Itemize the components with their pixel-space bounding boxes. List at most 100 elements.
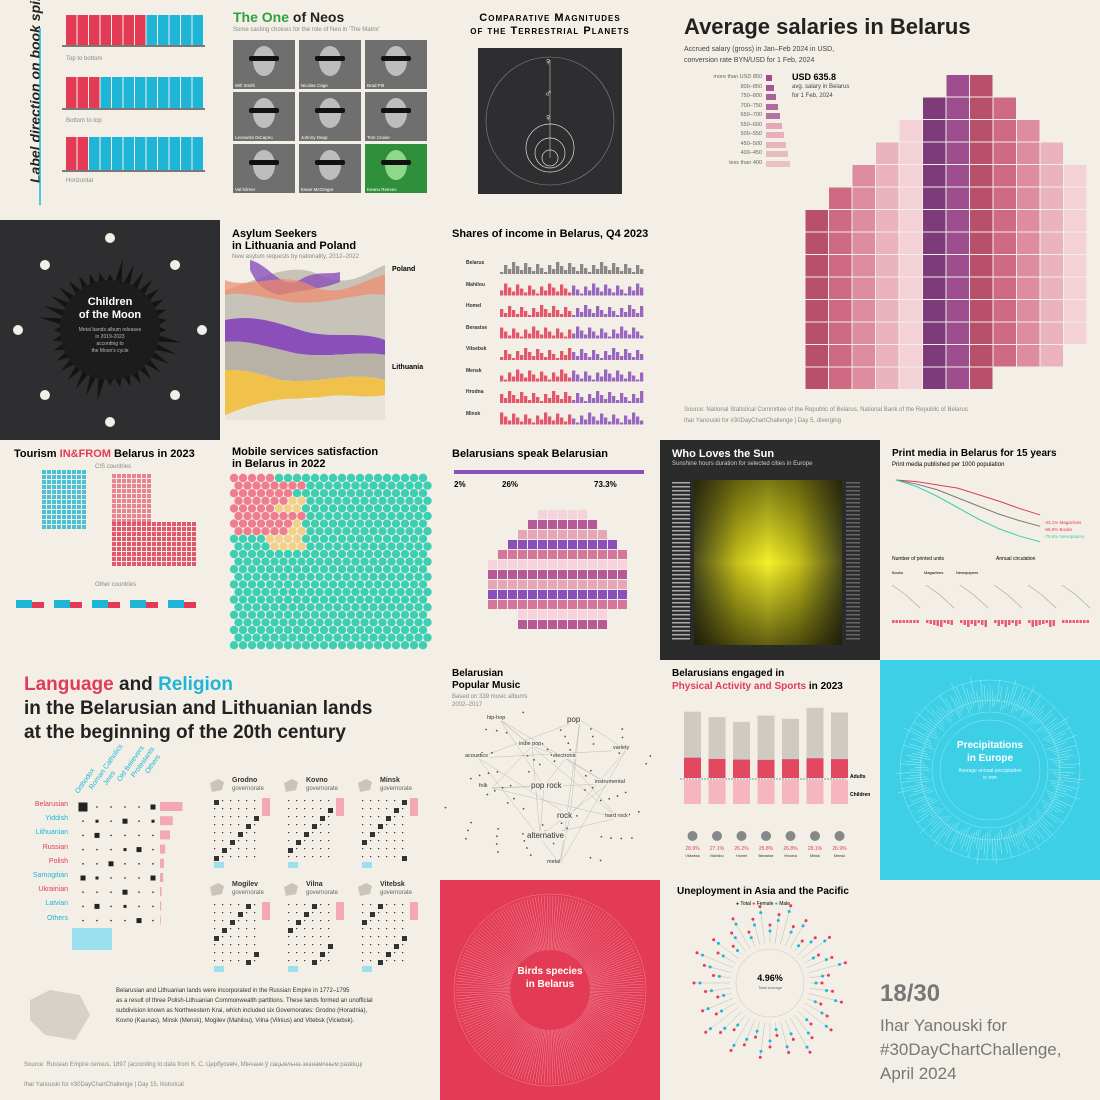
gov-matrix-square	[254, 848, 256, 850]
precip-spoke	[940, 706, 952, 722]
gov-matrix-square	[296, 936, 298, 938]
asia-female-dot	[830, 955, 834, 959]
hex-cell	[346, 625, 356, 635]
district-cell	[1064, 165, 1087, 187]
tourist-square	[192, 562, 196, 566]
tourist-square	[47, 470, 51, 474]
income-bar	[560, 266, 564, 274]
hex-cell	[373, 610, 383, 619]
precip-spoke	[905, 760, 925, 764]
spike	[86, 375, 96, 396]
gov-matrix-square	[304, 936, 306, 938]
tourist-square	[137, 557, 141, 561]
hex-cell	[319, 534, 329, 543]
hex-cell	[270, 481, 279, 490]
precip-spoke	[919, 815, 940, 834]
salary-legend-swatch	[766, 132, 784, 138]
print-mini-bar	[1001, 620, 1004, 624]
speak-cell	[518, 540, 527, 549]
asia-male-dot	[733, 936, 737, 940]
hex-cell	[324, 481, 333, 490]
hex-cell	[364, 580, 374, 589]
gov-matrix-square	[370, 832, 375, 837]
gov-matrix-square	[246, 816, 248, 818]
city-value-mark	[846, 554, 860, 556]
gov-bar	[410, 798, 418, 816]
hex-cell	[247, 519, 257, 528]
print-mini-bar	[1004, 620, 1007, 627]
person-icon	[834, 831, 845, 841]
hex-cell	[387, 496, 396, 505]
sports-pct-label: 27.1%	[710, 846, 725, 852]
district-cell	[993, 277, 1016, 299]
hex-cell	[247, 473, 257, 483]
gov-matrix-square	[402, 832, 404, 834]
hex-cell	[355, 534, 365, 543]
network-node	[608, 797, 611, 800]
hex-cell	[382, 625, 392, 635]
hex-cell	[238, 534, 248, 543]
salaries-headline: USD 635.8	[792, 72, 837, 82]
income-bar	[548, 313, 552, 317]
asia-male-dot	[723, 1026, 727, 1030]
asia-spoke	[717, 952, 736, 964]
precip-spoke	[916, 799, 939, 813]
matrix-square	[110, 820, 112, 822]
speak-cell	[518, 610, 527, 619]
bird-branch	[464, 949, 514, 974]
speak-cell	[558, 560, 567, 569]
income-bar	[528, 352, 532, 360]
gov-matrix-square	[296, 840, 301, 845]
tourist-square	[82, 480, 86, 484]
city-value-mark	[846, 550, 860, 552]
hex-cell	[346, 580, 356, 589]
city-value-mark	[846, 510, 860, 512]
income-bar	[580, 378, 584, 382]
gov-matrix-square	[238, 848, 240, 850]
district-cell	[829, 367, 852, 389]
gov-matrix-square	[254, 824, 256, 826]
bird-branch	[529, 898, 542, 951]
asia-female-dot	[719, 1030, 723, 1034]
tourist-square	[127, 562, 131, 566]
music-genre-label: alternative	[526, 831, 565, 840]
tourist-square	[112, 552, 116, 556]
city-label-mark	[672, 542, 690, 544]
book-spine	[135, 137, 146, 170]
hex-cell	[292, 580, 302, 589]
income-bar	[548, 331, 552, 339]
asia-title: Uneployment in Asia and the Pacific	[677, 886, 849, 897]
hex-cell	[337, 489, 347, 498]
hex-cell	[261, 633, 270, 642]
bird-branch	[581, 1014, 625, 1048]
tourist-square	[172, 552, 176, 556]
hex-cell	[310, 625, 320, 635]
hex-cell	[373, 504, 383, 513]
moon-phase-icon	[197, 325, 207, 335]
gov-matrix-square	[238, 840, 240, 842]
speak-top-bar	[454, 470, 644, 474]
gov-matrix-square	[394, 800, 396, 802]
asia-legend-female: Female	[756, 901, 774, 907]
precip-spoke	[925, 707, 945, 726]
bird-branch	[459, 1001, 512, 1017]
tourist-square	[162, 552, 166, 556]
hex-cell	[283, 504, 293, 513]
income-bar	[596, 420, 600, 425]
book-spine	[158, 77, 169, 108]
city-label-mark	[672, 638, 690, 640]
gov-matrix-square	[370, 960, 372, 962]
speak-title: Belarusians speak Belarusian	[452, 448, 608, 460]
asylum-stream	[225, 260, 385, 420]
bird-branch	[557, 1029, 568, 1083]
asia-female-dot	[819, 1002, 823, 1006]
speak-cell	[538, 610, 547, 619]
hex-cell	[387, 633, 396, 642]
gov-matrix-square	[222, 952, 224, 954]
gov-matrix-square	[214, 824, 216, 826]
speak-cell	[568, 560, 577, 569]
tourist-square	[152, 557, 156, 561]
city-label-mark	[672, 594, 690, 596]
hex-cell	[301, 549, 311, 559]
district-cell	[1040, 300, 1063, 322]
